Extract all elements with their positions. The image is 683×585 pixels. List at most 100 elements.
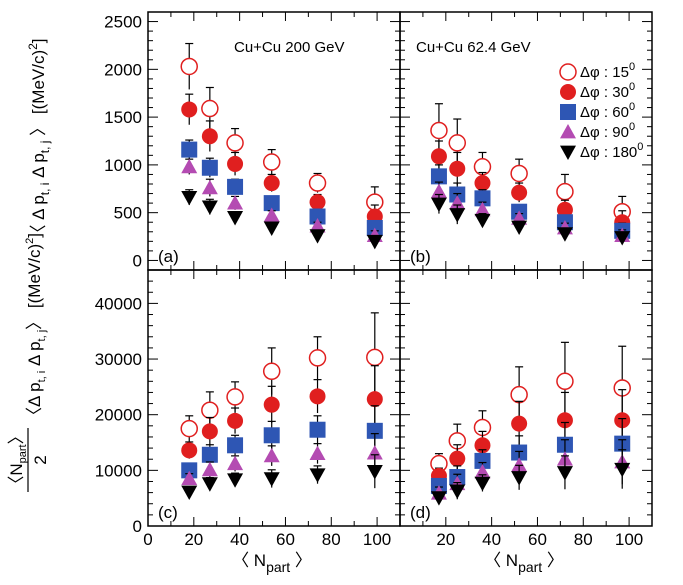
data-point [474, 213, 491, 229]
data-point [511, 220, 528, 235]
y-tick-label: 1000 [104, 156, 142, 175]
data-point [181, 158, 198, 174]
data-point [263, 472, 280, 487]
data-point [556, 227, 573, 242]
data-point [430, 197, 447, 213]
y-tick-label: 500 [114, 204, 142, 223]
x-tick-label: 100 [363, 530, 391, 549]
data-point [449, 208, 466, 223]
y-tick-label: 2000 [104, 60, 142, 79]
data-point [309, 218, 326, 233]
series-15 [180, 312, 384, 442]
data-point [556, 466, 573, 481]
x-tick-label: 20 [184, 530, 203, 549]
data-point [227, 211, 244, 226]
legend-label: Δφ : 300 [580, 81, 635, 101]
data-point [510, 385, 528, 404]
data-point [181, 442, 198, 459]
data-point [556, 182, 574, 201]
x-tick-label: 40 [482, 530, 501, 549]
data-point [511, 415, 528, 432]
panel-frame [399, 269, 653, 527]
data-point [227, 155, 244, 172]
x-tick-label: 80 [322, 530, 341, 549]
series-180 [181, 454, 383, 501]
data-point [227, 195, 244, 210]
series-30 [181, 93, 383, 228]
data-point [263, 221, 280, 236]
panel-label: (d) [410, 503, 431, 522]
data-point [181, 190, 198, 206]
x-tick-label: 100 [615, 530, 643, 549]
data-point [614, 462, 631, 478]
data-point [309, 468, 326, 483]
data-point [474, 452, 491, 469]
data-point [309, 208, 326, 225]
data-point [474, 201, 491, 217]
legend-marker [560, 124, 576, 139]
y-tick-label: 20000 [95, 406, 142, 425]
data-point [226, 388, 244, 406]
y-tick-label: 0 [133, 251, 142, 270]
data-point [263, 175, 280, 192]
data-point [511, 471, 528, 486]
data-point [366, 465, 383, 480]
panel-b: (b) Cu+Cu 62.4 GeV [399, 11, 653, 271]
legend-entry: Δφ : 1800 [560, 141, 643, 161]
data-point [511, 457, 528, 472]
legend-marker [560, 104, 576, 120]
legend-marker [560, 145, 576, 160]
legend-label: Δφ : 150 [580, 61, 635, 81]
series-60 [181, 405, 383, 479]
legend-marker [560, 84, 576, 100]
x-tick-label: 20 [436, 530, 455, 549]
data-point [227, 412, 244, 429]
data-point [474, 175, 491, 192]
series-15 [180, 42, 384, 218]
legend-entry: Δφ : 150 [559, 61, 635, 81]
y-tick-label: 10000 [95, 461, 142, 480]
data-point [366, 391, 383, 408]
data-point [263, 195, 280, 212]
legend-marker [559, 63, 577, 81]
data-point [309, 421, 326, 438]
panel-label: (b) [410, 247, 431, 266]
panel-label: (c) [158, 503, 178, 522]
data-point [181, 141, 198, 158]
panel-c: 0 20 40 60 80 100 0 10000 20000 30000 40000 (c) [95, 269, 401, 549]
x-tick-label: 80 [574, 530, 593, 549]
data-point [449, 160, 466, 177]
series-90 [181, 433, 383, 486]
legend-entry: Δφ : 900 [560, 121, 635, 141]
legend-label: Δφ : 900 [580, 121, 635, 141]
data-point [430, 491, 447, 506]
data-point [556, 412, 573, 429]
panel-a: 0 500 1000 1500 2000 2500 (a) Cu+Cu 200 GeV [104, 11, 401, 271]
data-point [366, 348, 384, 367]
x-tick-label: 60 [528, 530, 547, 549]
data-point [308, 174, 327, 192]
data-point [556, 372, 574, 391]
y-tick-label: 40000 [95, 294, 142, 313]
data-point [511, 184, 528, 201]
data-point [430, 148, 447, 165]
data-point [474, 476, 491, 492]
data-point [366, 445, 383, 460]
svg-text:2: 2 [31, 455, 50, 464]
data-point [201, 159, 218, 176]
data-point [201, 128, 218, 145]
panel-title: Cu+Cu 62.4 GeV [416, 39, 531, 56]
panel-label: (a) [158, 247, 179, 266]
data-point [201, 446, 218, 463]
data-point [262, 153, 281, 171]
data-point [227, 178, 244, 195]
y-tick-label: 1500 [104, 108, 142, 127]
data-point [556, 201, 573, 218]
y-axis-title-top: 〈 Δ pt, i Δ pt, j 〉 [(MeV/c)2] [26, 38, 52, 241]
y-tick-label: 0 [133, 517, 142, 536]
data-point [263, 396, 280, 413]
data-point [308, 349, 327, 367]
data-point [510, 164, 528, 183]
data-point [263, 207, 280, 222]
